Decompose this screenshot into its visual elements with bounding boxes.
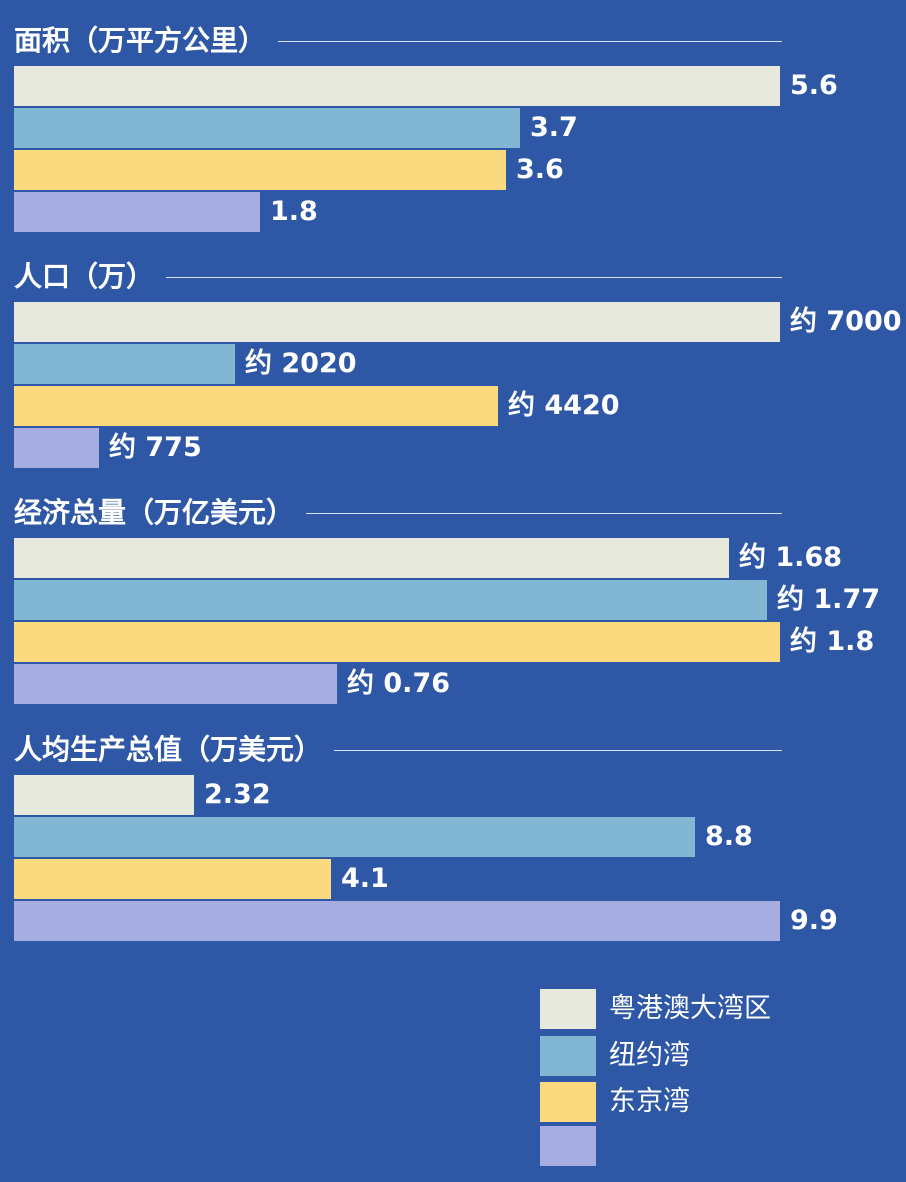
legend-swatch (540, 989, 596, 1029)
panel-divider (334, 750, 782, 751)
legend-swatch (540, 1126, 596, 1166)
data-label: 5.6 (790, 70, 838, 101)
bar (14, 817, 695, 857)
data-label: 3.6 (516, 154, 564, 185)
panel-title: 经济总量（万亿美元） (14, 496, 295, 529)
data-label: 约 4420 (508, 390, 620, 421)
data-label: 1.8 (270, 196, 318, 227)
data-label: 约 1.8 (790, 626, 875, 657)
legend-label: 东京湾 (609, 1086, 690, 1117)
panel-divider (278, 41, 782, 42)
bar (14, 66, 780, 106)
panel-title: 人口（万） (14, 260, 155, 293)
bar (14, 302, 780, 342)
panel-title: 人均生产总值（万美元） (14, 733, 323, 766)
legend-swatch (540, 1082, 596, 1122)
bar (14, 428, 99, 468)
panel-divider (306, 513, 782, 514)
bar (14, 580, 767, 620)
data-label: 约 7000 (790, 306, 902, 337)
data-label: 8.8 (705, 821, 753, 852)
bar (14, 859, 331, 899)
bar (14, 775, 194, 815)
panel-title: 面积（万平方公里） (14, 24, 267, 57)
bar (14, 108, 520, 148)
bar (14, 622, 780, 662)
legend-swatch (540, 1036, 596, 1076)
data-label: 2.32 (204, 779, 271, 810)
bar (14, 192, 260, 232)
legend-label: 粤港澳大湾区 (609, 993, 771, 1024)
bar (14, 664, 337, 704)
data-label: 约 0.76 (347, 668, 451, 699)
bar (14, 538, 729, 578)
panel-divider (166, 277, 782, 278)
data-label: 约 1.77 (777, 584, 881, 615)
bar (14, 344, 235, 384)
data-label: 约 1.68 (739, 542, 843, 573)
bar (14, 901, 780, 941)
data-label: 约 2020 (245, 348, 357, 379)
bar (14, 150, 506, 190)
data-label: 4.1 (341, 863, 389, 894)
bar (14, 386, 498, 426)
data-label: 9.9 (790, 905, 838, 936)
data-label: 约 775 (109, 432, 202, 463)
legend-label: 纽约湾 (609, 1040, 690, 1071)
data-label: 3.7 (530, 112, 578, 143)
